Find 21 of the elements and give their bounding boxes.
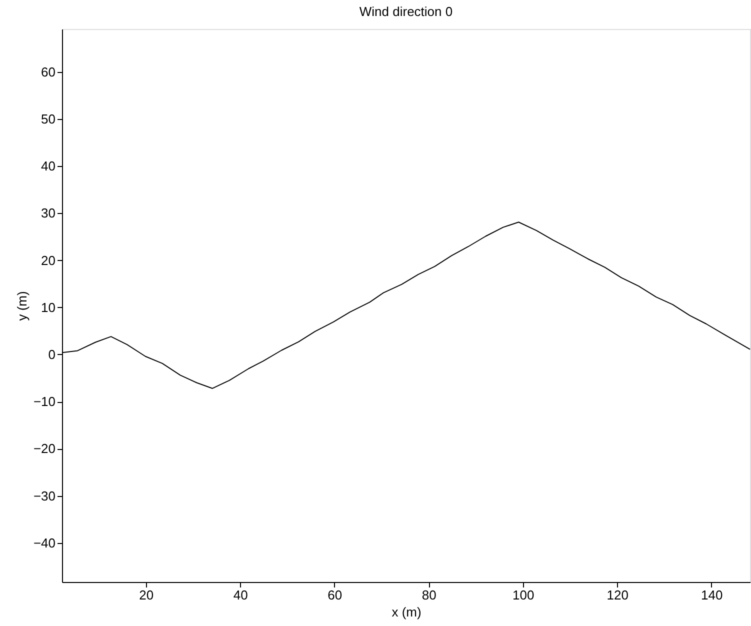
y-tick-label: −30 (33, 488, 56, 504)
y-tick-label: 60 (41, 64, 56, 80)
y-axis-title: y (m) (14, 291, 30, 321)
x-axis-title: x (m) (392, 604, 422, 620)
y-tick-label: −10 (33, 394, 56, 410)
x-tick-label: 140 (701, 588, 723, 602)
y-tick-label: −40 (33, 535, 56, 550)
x-tick-label: 20 (139, 588, 154, 602)
x-tick-label: 120 (606, 588, 628, 602)
y-tick-label: 30 (41, 206, 56, 221)
y-tick-label: 50 (41, 111, 56, 126)
x-tick-label: 100 (512, 588, 534, 602)
y-tick-label: 40 (41, 158, 56, 174)
x-tick-label: 60 (328, 588, 342, 602)
chart-title: Wind direction 0 (359, 4, 453, 19)
y-tick-label: 10 (41, 300, 56, 315)
y-tick-label: −20 (33, 441, 56, 456)
x-tick-label: 40 (233, 588, 248, 602)
y-tick-label: 20 (41, 252, 56, 268)
x-tick-label: 80 (422, 588, 436, 602)
y-tick-label: 0 (48, 346, 56, 362)
